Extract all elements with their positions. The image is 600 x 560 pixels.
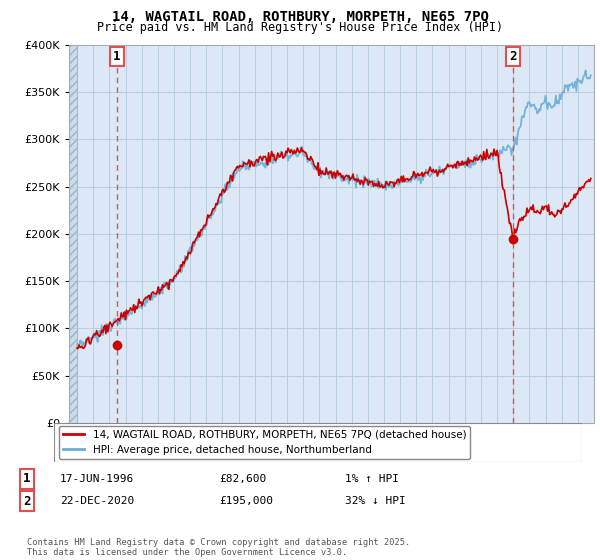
FancyBboxPatch shape (54, 423, 582, 462)
Text: 1: 1 (23, 472, 31, 486)
Text: Contains HM Land Registry data © Crown copyright and database right 2025.
This d: Contains HM Land Registry data © Crown c… (27, 538, 410, 557)
Text: 17-JUN-1996: 17-JUN-1996 (60, 474, 134, 484)
Legend: 14, WAGTAIL ROAD, ROTHBURY, MORPETH, NE65 7PQ (detached house), HPI: Average pri: 14, WAGTAIL ROAD, ROTHBURY, MORPETH, NE6… (59, 426, 470, 459)
Text: 22-DEC-2020: 22-DEC-2020 (60, 496, 134, 506)
Bar (69, 45, 77, 423)
Text: 14, WAGTAIL ROAD, ROTHBURY, MORPETH, NE65 7PQ: 14, WAGTAIL ROAD, ROTHBURY, MORPETH, NE6… (112, 10, 488, 24)
Text: 32% ↓ HPI: 32% ↓ HPI (345, 496, 406, 506)
Text: £82,600: £82,600 (219, 474, 266, 484)
Text: £195,000: £195,000 (219, 496, 273, 506)
Text: 2: 2 (509, 50, 517, 63)
Bar (69, 45, 77, 423)
Text: Price paid vs. HM Land Registry's House Price Index (HPI): Price paid vs. HM Land Registry's House … (97, 21, 503, 34)
Text: 1% ↑ HPI: 1% ↑ HPI (345, 474, 399, 484)
Text: 2: 2 (23, 494, 31, 508)
Text: 1: 1 (113, 50, 121, 63)
